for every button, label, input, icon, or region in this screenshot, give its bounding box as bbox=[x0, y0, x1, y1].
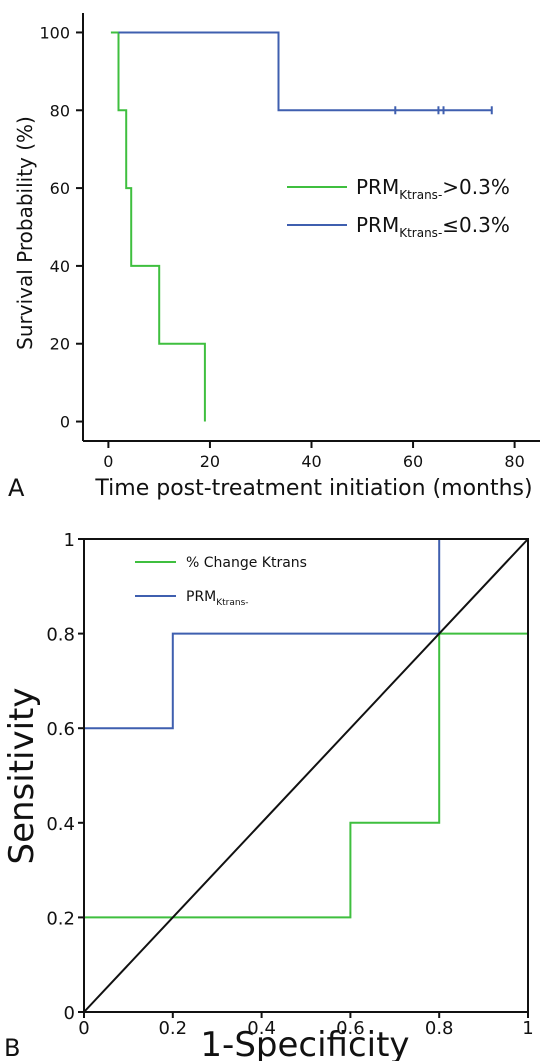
legend-label-prm-sub: Ktrans- bbox=[216, 598, 248, 608]
legend-label-low-prm-sub: Ktrans- bbox=[399, 226, 442, 240]
panel-b-x-tick-label: 1 bbox=[522, 1018, 533, 1039]
panel-b-x-axis-label: 1-Specificity bbox=[200, 1025, 409, 1061]
panel-b-label: B bbox=[4, 1034, 20, 1061]
panel-a-x-tick-label: 60 bbox=[403, 452, 423, 471]
panel-a-x-tick-label: 40 bbox=[301, 452, 321, 471]
panel-a-x-axis-label: Time post-treatment initiation (months) bbox=[94, 476, 532, 501]
panel-a-x-tick-label: 80 bbox=[504, 452, 524, 471]
panel-b-series bbox=[83, 538, 529, 1013]
panel-a-y-tick-label: 20 bbox=[50, 335, 70, 354]
panel-b-x-tick-label: 0.8 bbox=[425, 1018, 454, 1039]
legend-label-change-ktrans: % Change Ktrans bbox=[186, 555, 307, 571]
legend-label-high-prm-sub: Ktrans- bbox=[399, 188, 442, 202]
panel-a-y-tick-label: 80 bbox=[50, 101, 70, 120]
legend-label-low-prm: PRMKtrans-≤0.3% bbox=[356, 213, 510, 240]
panel-b-x-tick-label: 0 bbox=[78, 1018, 89, 1039]
panel-b-y-tick-label: 1 bbox=[64, 530, 75, 551]
panel-b-y-tick-label: 0.8 bbox=[46, 625, 75, 646]
panel-a-series bbox=[110, 31, 493, 422]
panel-b-y-tick-label: 0.6 bbox=[46, 719, 75, 740]
panel-b-x-tick-label: 0.6 bbox=[336, 1018, 365, 1039]
panel-b-legend: % Change Ktrans PRMKtrans- bbox=[135, 555, 307, 608]
panel-b-y-tick-label: 0.4 bbox=[46, 814, 75, 835]
panel-b-y-tick-label: 0 bbox=[64, 1003, 75, 1024]
legend-label-high-prm-tail: >0.3% bbox=[442, 175, 510, 199]
panel-a-x-tick-label: 20 bbox=[200, 452, 220, 471]
legend-label-prm-main: PRM bbox=[186, 589, 216, 605]
panel-b-reference-diagonal bbox=[83, 538, 529, 1013]
panel-a-survival-curve-0 bbox=[110, 31, 206, 422]
panel-a-y-tick-label: 60 bbox=[50, 179, 70, 198]
legend-label-prm: PRMKtrans- bbox=[186, 589, 249, 608]
panel-a-km-chart: 0 20 40 60 80 100 0 20 40 60 80 Survival Probabili… bbox=[8, 13, 540, 502]
panel-a-legend: PRMKtrans->0.3% PRMKtrans-≤0.3% bbox=[287, 175, 510, 240]
panel-b-plot-frame bbox=[83, 538, 529, 1013]
panel-b-ticks: 0 0.2 0.4 0.6 0.8 1 0 0.2 0.4 0.6 0.8 1 bbox=[46, 530, 533, 1039]
panel-b-x-tick-label: 0.2 bbox=[158, 1018, 187, 1039]
panel-a-y-axis-label: Survival Probability (%) bbox=[13, 116, 37, 350]
panel-b-x-tick-label: 0.4 bbox=[247, 1018, 276, 1039]
panel-a-label: A bbox=[8, 474, 25, 502]
legend-label-high-prm: PRMKtrans->0.3% bbox=[356, 175, 510, 202]
panel-a-y-tick-label: 40 bbox=[50, 257, 70, 276]
panel-a-y-tick-label: 100 bbox=[39, 23, 70, 42]
panel-b-axes bbox=[83, 538, 529, 1013]
panel-b-y-tick-label: 0.2 bbox=[46, 908, 75, 929]
panel-b-roc-curve-0 bbox=[83, 539, 529, 1012]
panel-b-y-axis-label: Sensitivity bbox=[2, 687, 42, 864]
panel-a-survival-curve-1 bbox=[118, 31, 492, 112]
legend-label-low-prm-main: PRM bbox=[356, 213, 399, 237]
panel-a-x-tick-label: 0 bbox=[103, 452, 113, 471]
panel-a-y-tick-label: 0 bbox=[60, 413, 70, 432]
legend-label-high-prm-main: PRM bbox=[356, 175, 399, 199]
legend-label-low-prm-tail: ≤0.3% bbox=[442, 213, 510, 237]
panel-a-ticks: 0 20 40 60 80 100 0 20 40 60 80 bbox=[39, 23, 524, 471]
panel-b-roc-chart: 0 0.2 0.4 0.6 0.8 1 0 0.2 0.4 0.6 0.8 1 Sensitivity… bbox=[2, 530, 534, 1061]
